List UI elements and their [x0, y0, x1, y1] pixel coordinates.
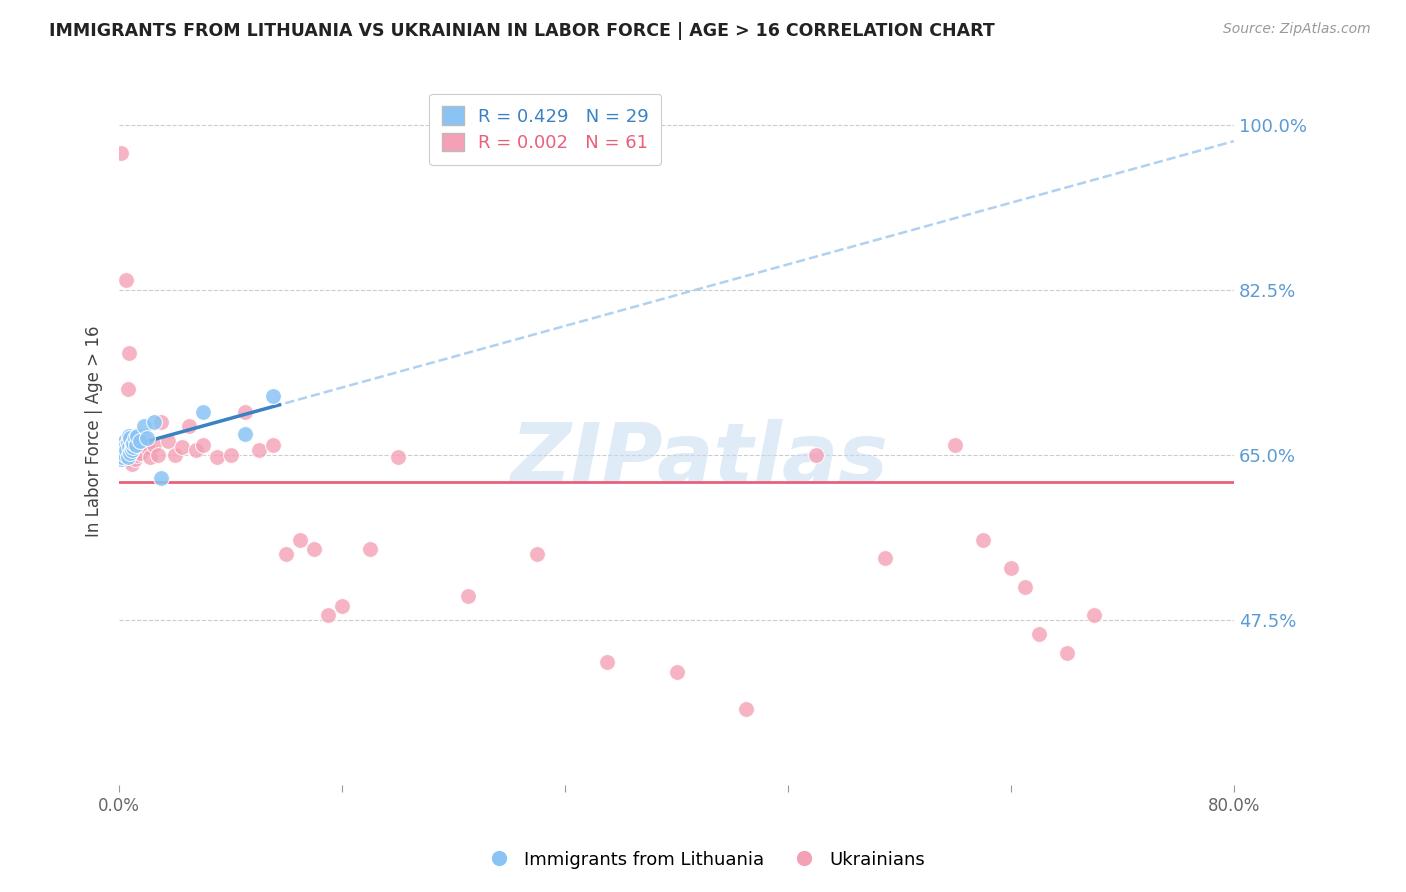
- Point: [112, 442, 135, 457]
- Point: [118, 448, 141, 462]
- Point: [143, 438, 166, 452]
- Point: [184, 442, 207, 457]
- Point: [875, 551, 897, 566]
- Point: [115, 442, 138, 457]
- Point: [125, 438, 148, 452]
- Point: [122, 448, 145, 462]
- Point: [118, 346, 141, 360]
- Point: [136, 431, 159, 445]
- Point: [121, 440, 143, 454]
- Point: [1000, 561, 1022, 575]
- Point: [205, 450, 228, 464]
- Point: [115, 273, 138, 287]
- Point: [111, 448, 134, 462]
- Point: [117, 450, 139, 464]
- Point: [114, 434, 136, 448]
- Point: [233, 405, 256, 419]
- Point: [117, 436, 139, 450]
- Point: [943, 438, 966, 452]
- Point: [124, 431, 146, 445]
- Point: [114, 438, 136, 452]
- Point: [596, 655, 619, 669]
- Point: [134, 419, 156, 434]
- Point: [359, 541, 381, 556]
- Point: [290, 533, 312, 547]
- Point: [804, 448, 827, 462]
- Point: [110, 452, 132, 467]
- Point: [457, 589, 479, 603]
- Point: [129, 434, 152, 448]
- Text: IMMIGRANTS FROM LITHUANIA VS UKRAINIAN IN LABOR FORCE | AGE > 16 CORRELATION CHA: IMMIGRANTS FROM LITHUANIA VS UKRAINIAN I…: [49, 22, 995, 40]
- Point: [139, 450, 162, 464]
- Point: [117, 382, 139, 396]
- Point: [304, 541, 326, 556]
- Point: [150, 415, 173, 429]
- Point: [117, 450, 139, 464]
- Point: [127, 429, 149, 443]
- Point: [122, 440, 145, 454]
- Y-axis label: In Labor Force | Age > 16: In Labor Force | Age > 16: [86, 326, 103, 537]
- Point: [316, 607, 339, 622]
- Point: [120, 452, 142, 467]
- Point: [125, 438, 148, 452]
- Text: Source: ZipAtlas.com: Source: ZipAtlas.com: [1223, 22, 1371, 37]
- Point: [118, 429, 141, 443]
- Point: [121, 442, 143, 457]
- Point: [115, 442, 138, 457]
- Point: [112, 452, 135, 467]
- Point: [1083, 607, 1105, 622]
- Point: [219, 448, 242, 462]
- Point: [150, 471, 173, 485]
- Point: [387, 450, 409, 464]
- Point: [122, 436, 145, 450]
- Point: [163, 448, 186, 462]
- Point: [134, 436, 156, 450]
- Point: [276, 547, 298, 561]
- Legend: Immigrants from Lithuania, Ukrainians: Immigrants from Lithuania, Ukrainians: [474, 844, 932, 876]
- Point: [121, 438, 143, 452]
- Point: [735, 702, 758, 716]
- Point: [233, 426, 256, 441]
- Point: [157, 434, 180, 448]
- Point: [143, 415, 166, 429]
- Point: [120, 431, 142, 445]
- Point: [177, 419, 200, 434]
- Point: [115, 438, 138, 452]
- Point: [112, 440, 135, 454]
- Point: [1028, 627, 1050, 641]
- Point: [128, 440, 150, 454]
- Point: [120, 446, 142, 460]
- Point: [247, 442, 270, 457]
- Point: [120, 438, 142, 452]
- Point: [121, 457, 143, 471]
- Point: [111, 450, 134, 464]
- Point: [112, 438, 135, 452]
- Point: [330, 599, 353, 613]
- Point: [129, 446, 152, 460]
- Point: [131, 429, 153, 443]
- Point: [1014, 580, 1036, 594]
- Point: [127, 448, 149, 462]
- Point: [262, 389, 284, 403]
- Point: [972, 533, 994, 547]
- Point: [191, 438, 214, 452]
- Point: [122, 450, 145, 464]
- Point: [136, 440, 159, 454]
- Text: ZIPatlas: ZIPatlas: [510, 419, 887, 500]
- Point: [118, 440, 141, 454]
- Point: [191, 405, 214, 419]
- Point: [262, 438, 284, 452]
- Point: [526, 547, 548, 561]
- Point: [665, 665, 688, 679]
- Point: [124, 452, 146, 467]
- Point: [110, 145, 132, 160]
- Legend: R = 0.429   N = 29, R = 0.002   N = 61: R = 0.429 N = 29, R = 0.002 N = 61: [429, 94, 661, 165]
- Point: [1056, 646, 1078, 660]
- Point: [170, 440, 193, 454]
- Point: [148, 448, 170, 462]
- Point: [114, 448, 136, 462]
